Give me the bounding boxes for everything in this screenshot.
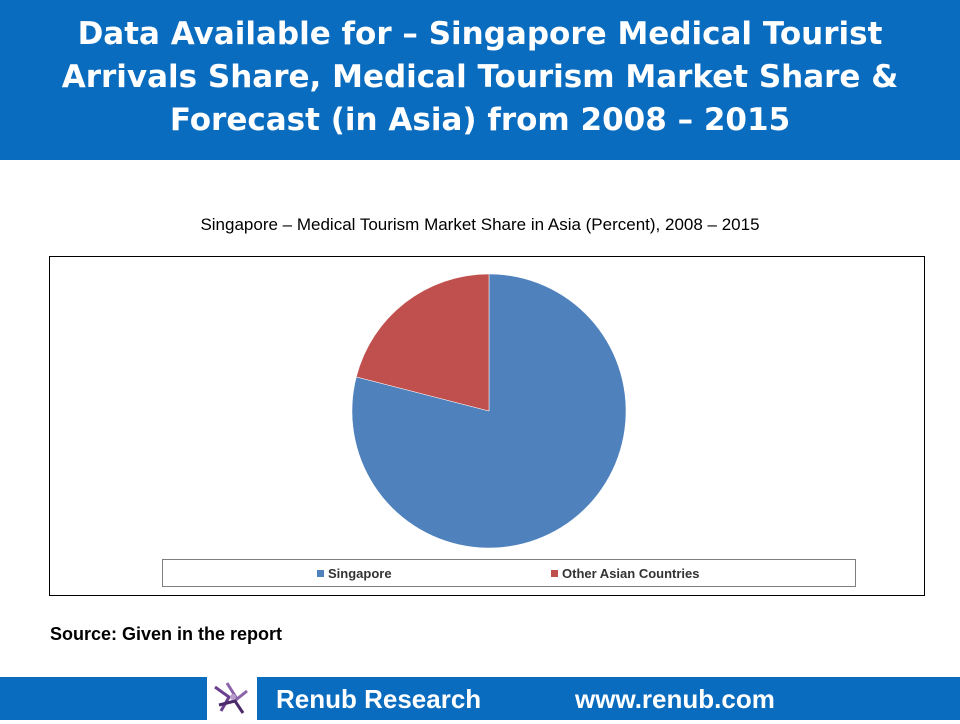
legend-item-singapore: Singapore xyxy=(317,566,392,581)
source-note: Source: Given in the report xyxy=(50,624,283,644)
header-banner: Data Available for – Singapore Medical T… xyxy=(0,0,960,160)
pie-chart xyxy=(351,273,627,549)
legend-swatch-other-asian-countries xyxy=(551,570,558,577)
page-title: Data Available for – Singapore Medical T… xyxy=(61,15,899,138)
brand-name: Renub Research xyxy=(276,684,482,714)
legend-swatch-singapore xyxy=(317,570,324,577)
brand-url[interactable]: www.renub.com xyxy=(575,684,775,714)
legend-item-other-asian-countries: Other Asian Countries xyxy=(551,566,699,581)
legend-label-other-asian-countries: Other Asian Countries xyxy=(562,566,700,581)
footer-bar xyxy=(0,677,960,720)
renub-logo-icon xyxy=(214,682,248,714)
chart-legend: Singapore Other Asian Countries xyxy=(162,559,856,587)
legend-label-singapore: Singapore xyxy=(328,566,392,581)
chart-frame xyxy=(49,256,925,596)
chart-title: Singapore – Medical Tourism Market Share… xyxy=(200,215,760,234)
pie-slice-other-asian-countries xyxy=(355,273,490,412)
renub-logo xyxy=(207,677,257,720)
